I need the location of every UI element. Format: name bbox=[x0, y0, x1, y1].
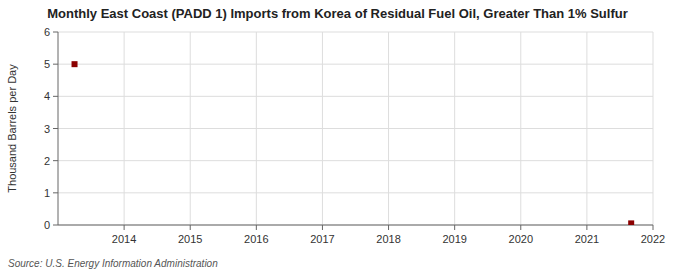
grid-line bbox=[58, 128, 653, 129]
grid-line bbox=[58, 160, 653, 161]
grid-line bbox=[454, 32, 455, 225]
grid-line bbox=[190, 32, 191, 225]
x-axis-line bbox=[58, 225, 653, 226]
grid-line bbox=[124, 32, 125, 225]
tick-label: 2 bbox=[44, 155, 50, 167]
tick-mark bbox=[53, 32, 58, 33]
grid-line bbox=[58, 192, 653, 193]
point bbox=[628, 220, 634, 225]
grid-line bbox=[58, 96, 653, 97]
tick-label: 5 bbox=[44, 58, 50, 70]
tick-mark bbox=[653, 225, 654, 230]
grid-line bbox=[388, 32, 389, 225]
title: Monthly East Coast (PADD 1) Imports from… bbox=[47, 6, 628, 21]
point bbox=[72, 61, 78, 67]
y-axis-line bbox=[58, 32, 59, 225]
tick-mark bbox=[388, 225, 389, 230]
tick-label: 2017 bbox=[310, 233, 334, 245]
tick-mark bbox=[53, 160, 58, 161]
source: Source: U.S. Energy Information Administ… bbox=[8, 258, 218, 269]
points bbox=[72, 61, 635, 225]
tick-mark bbox=[124, 225, 125, 230]
tick-mark bbox=[53, 225, 58, 226]
grid-line bbox=[520, 32, 521, 225]
tick-label: 6 bbox=[44, 26, 50, 38]
tick-label: 2015 bbox=[178, 233, 202, 245]
axes: 0 1 2 3 4 5 6 2014 2015 2016 2017 2018 2019 2020 2021 2… bbox=[44, 26, 665, 245]
tick-mark bbox=[53, 96, 58, 97]
tick-mark bbox=[322, 225, 323, 230]
tick-label: 2022 bbox=[641, 233, 665, 245]
tick-mark bbox=[454, 225, 455, 230]
tick-label: 4 bbox=[44, 90, 50, 102]
grid-line bbox=[58, 225, 653, 226]
y-axis-label: Thousand Barrels per Day bbox=[6, 64, 18, 193]
tick-label: 0 bbox=[44, 219, 50, 231]
tick-label: 3 bbox=[44, 123, 50, 135]
grid-line bbox=[58, 32, 653, 33]
tick-mark bbox=[256, 225, 257, 230]
tick-label: 2018 bbox=[376, 233, 400, 245]
chart: 0 1 2 3 4 5 6 2014 2015 2016 2017 2018 2019 2020 2021 2… bbox=[0, 0, 675, 275]
grid-line bbox=[586, 32, 587, 225]
tick-mark bbox=[586, 225, 587, 230]
tick-label: 2019 bbox=[442, 233, 466, 245]
tick-mark bbox=[53, 128, 58, 129]
tick-label: 1 bbox=[44, 187, 50, 199]
tick-label: 2021 bbox=[575, 233, 599, 245]
tick-label: 2014 bbox=[112, 233, 136, 245]
grid-line bbox=[653, 32, 654, 225]
tick-mark bbox=[53, 64, 58, 65]
tick-label: 2020 bbox=[509, 233, 533, 245]
grid-line bbox=[322, 32, 323, 225]
tick-mark bbox=[190, 225, 191, 230]
grid-line bbox=[256, 32, 257, 225]
grid bbox=[58, 32, 653, 225]
tick-mark bbox=[53, 192, 58, 193]
tick-mark bbox=[520, 225, 521, 230]
grid-line bbox=[58, 64, 653, 65]
tick-label: 2016 bbox=[244, 233, 268, 245]
